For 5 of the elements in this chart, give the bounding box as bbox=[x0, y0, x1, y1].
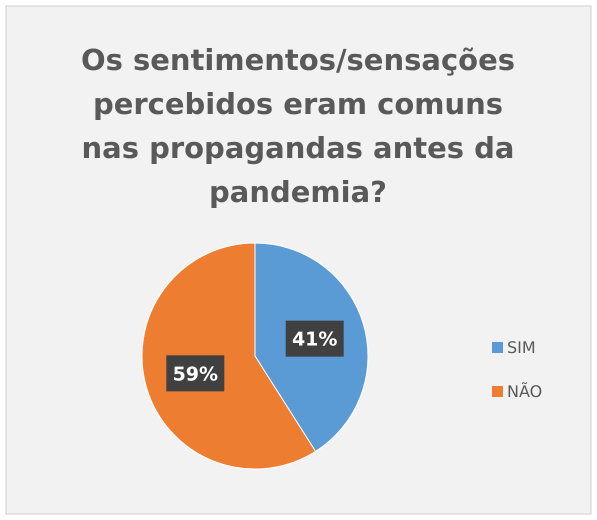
data-label: 59% bbox=[172, 363, 218, 386]
legend-label: SIM bbox=[507, 338, 536, 357]
chart-title: Os sentimentos/sensações percebidos eram comuns nas propagandas antes da pandemia? bbox=[80, 43, 516, 209]
data-label: 41% bbox=[292, 328, 338, 351]
legend-label: NÃO bbox=[507, 382, 542, 401]
